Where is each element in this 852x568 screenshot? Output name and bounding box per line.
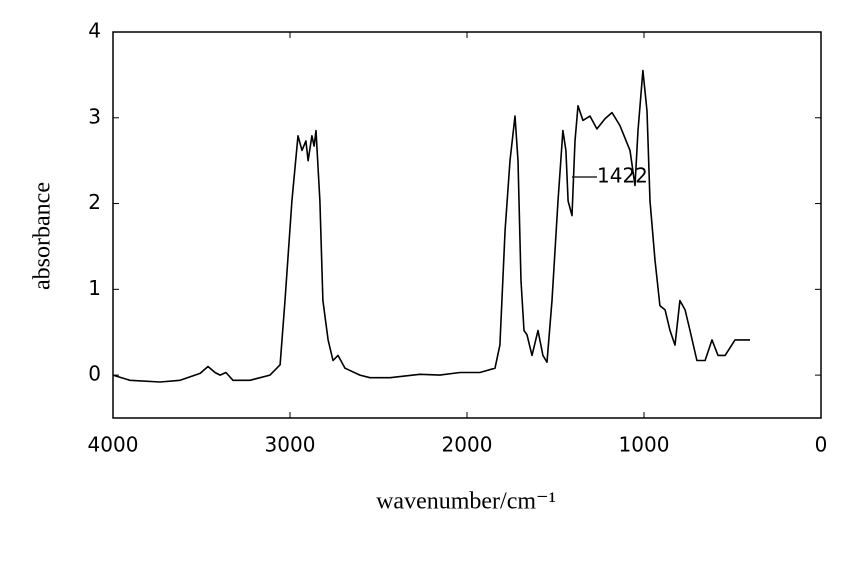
y-tick-label: 1 <box>88 276 101 300</box>
x-tick-label: 1000 <box>619 433 670 457</box>
y-tick-label: 2 <box>88 190 101 214</box>
x-tick-label: 4000 <box>88 433 139 457</box>
y-tick-label: 3 <box>88 104 101 128</box>
x-tick-label: 3000 <box>265 433 316 457</box>
y-axis-label: absorbance <box>30 182 56 290</box>
x-axis-label: wavenumber/cm⁻¹ <box>376 489 556 515</box>
x-tick-label: 2000 <box>442 433 493 457</box>
y-tick-label: 4 <box>88 19 101 43</box>
y-tick-label: 0 <box>88 362 101 386</box>
spectrum-line <box>112 69 750 383</box>
x-tick-label: 0 <box>815 433 828 457</box>
annotation: 1422 <box>597 164 648 188</box>
plot-frame <box>112 31 822 419</box>
